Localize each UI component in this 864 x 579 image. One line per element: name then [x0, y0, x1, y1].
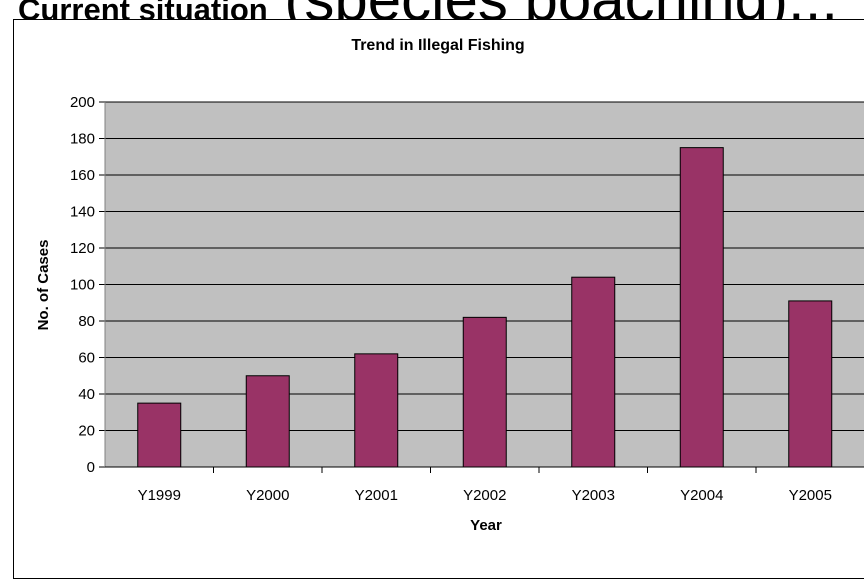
x-tick-label: Y2003 — [572, 487, 615, 504]
y-tick-labels: 0 20 40 60 80 100 120 140 160 180 200 — [70, 94, 95, 476]
y-tick-label: 180 — [70, 131, 95, 148]
y-tick-label: 200 — [70, 94, 95, 111]
x-tick-label: Y2005 — [789, 487, 832, 504]
x-tick-label: Y2000 — [246, 487, 289, 504]
y-tick-label: 60 — [78, 350, 95, 367]
y-tick-label: 140 — [70, 204, 95, 221]
y-axis-title: No. of Cases — [35, 240, 52, 331]
y-tick-label: 80 — [78, 313, 95, 330]
x-tick-labels: Y1999 Y2000 Y2001 Y2002 Y2003 Y2004 Y2005 — [138, 487, 832, 504]
bar-y2002 — [462, 316, 507, 468]
bar-y2004 — [679, 147, 724, 468]
bar-y2003 — [571, 276, 616, 468]
chart-title: Trend in Illegal Fishing — [351, 37, 524, 54]
y-tick-label: 20 — [78, 423, 95, 440]
x-tick-label: Y2002 — [463, 487, 506, 504]
x-tick-label: Y2004 — [680, 487, 723, 504]
x-tick-label: Y1999 — [138, 487, 181, 504]
y-tick-label: 120 — [70, 240, 95, 257]
y-tick-label: 0 — [87, 459, 95, 476]
bars — [137, 147, 833, 468]
bar-y2000 — [245, 375, 290, 468]
x-axis-title: Year — [470, 517, 502, 534]
y-tick-label: 40 — [78, 386, 95, 403]
bar-y2001 — [354, 353, 399, 468]
bar-chart: Trend in Illegal Fishing 0 20 40 60 80 100 120… — [35, 37, 864, 534]
axes — [99, 101, 864, 473]
bar-y1999 — [137, 402, 182, 468]
bar-y2005 — [788, 300, 833, 468]
x-tick-label: Y2001 — [355, 487, 398, 504]
y-tick-label: 100 — [70, 277, 95, 294]
y-tick-label: 160 — [70, 167, 95, 184]
